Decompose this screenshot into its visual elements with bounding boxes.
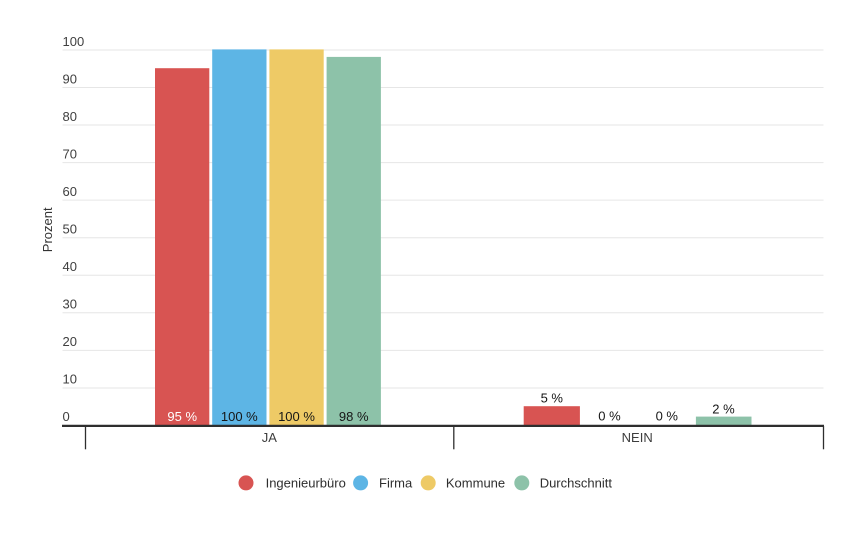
svg-text:Kommune: Kommune [446,475,505,490]
svg-text:100: 100 [63,34,85,49]
svg-text:2 %: 2 % [712,401,735,416]
svg-text:50: 50 [63,222,77,237]
svg-text:100 %: 100 % [278,409,315,424]
svg-text:80: 80 [63,109,77,124]
svg-text:20: 20 [63,334,77,349]
svg-text:0 %: 0 % [598,409,621,424]
svg-text:98 %: 98 % [339,409,369,424]
svg-text:100 %: 100 % [221,409,258,424]
svg-text:5 %: 5 % [541,391,564,406]
svg-text:Firma: Firma [379,475,413,490]
svg-text:Ingenieurbüro: Ingenieurbüro [266,475,346,490]
svg-text:0 %: 0 % [656,409,679,424]
svg-text:90: 90 [63,71,77,86]
svg-text:JA: JA [262,430,278,445]
svg-text:95 %: 95 % [167,409,197,424]
svg-text:60: 60 [63,184,77,199]
svg-text:40: 40 [63,259,77,274]
svg-text:Durchschnitt: Durchschnitt [540,475,613,490]
svg-text:NEIN: NEIN [622,430,653,445]
svg-text:Prozent: Prozent [40,207,55,252]
svg-text:10: 10 [63,372,77,387]
svg-text:30: 30 [63,297,77,312]
svg-text:70: 70 [63,146,77,161]
svg-text:0: 0 [63,409,70,424]
